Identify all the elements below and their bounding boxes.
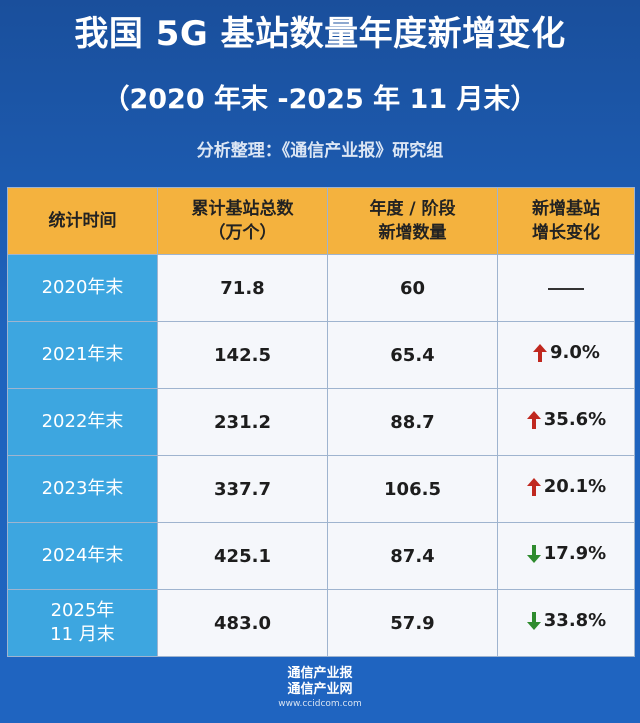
period-label: 2025年 11 月末	[50, 600, 115, 645]
column-header-period: 统计时间	[7, 187, 158, 255]
total-value: 231.2	[214, 411, 271, 433]
cell-change: 33.8%	[497, 589, 635, 657]
total-value: 483.0	[214, 612, 271, 634]
table-row: 2025年 11 月末 483.0 57.9 33.8%	[7, 589, 635, 657]
cell-change: 9.0%	[497, 321, 635, 389]
table-row: 2024年末 425.1 87.4 17.9%	[7, 522, 635, 590]
total-value: 337.7	[214, 478, 271, 500]
cell-added: 60	[327, 254, 498, 322]
total-value: 142.5	[214, 344, 271, 366]
arrow-down-icon	[526, 544, 541, 563]
data-table: 统计时间 累计基站总数 （万个） 年度 / 阶段 新增数量 新增基站 增长变化 …	[7, 187, 635, 657]
cell-added: 88.7	[327, 388, 498, 456]
cell-period: 2023年末	[7, 455, 158, 523]
footer-brand-line2: 通信产业网	[287, 682, 353, 697]
change-value: 9.0%	[550, 342, 600, 364]
period-label: 2022年末	[41, 411, 124, 432]
cell-change: 35.6%	[497, 388, 635, 456]
table-row: 2023年末 337.7 106.5 20.1%	[7, 455, 635, 523]
cell-period: 2022年末	[7, 388, 158, 456]
cell-total: 483.0	[157, 589, 328, 657]
cell-added: 87.4	[327, 522, 498, 590]
period-label: 2020年末	[41, 277, 124, 298]
arrow-up-icon	[533, 343, 548, 362]
cell-total: 425.1	[157, 522, 328, 590]
period-label: 2023年末	[41, 478, 124, 499]
cell-total: 231.2	[157, 388, 328, 456]
period-label: 2024年末	[41, 545, 124, 566]
dash-icon	[548, 287, 584, 290]
footer-brand-line1: 通信产业报	[287, 666, 353, 681]
table-row: 2021年末 142.5 65.4 9.0%	[7, 321, 635, 389]
cell-added: 65.4	[327, 321, 498, 389]
cell-change: 20.1%	[497, 455, 635, 523]
cell-period: 2021年末	[7, 321, 158, 389]
change-value: 17.9%	[543, 543, 607, 565]
change-indicator: 9.0%	[532, 342, 600, 363]
arrow-up-icon	[526, 477, 541, 496]
change-indicator: 17.9%	[526, 543, 606, 564]
cell-period: 2024年末	[7, 522, 158, 590]
change-indicator: 20.1%	[526, 476, 606, 497]
table-row: 2022年末 231.2 88.7 35.6%	[7, 388, 635, 456]
column-header-total-label: 累计基站总数 （万个）	[191, 199, 294, 243]
change-value: 35.6%	[543, 409, 607, 431]
added-value: 106.5	[384, 478, 441, 500]
cell-total: 71.8	[157, 254, 328, 322]
page-title: 我国 5G 基站数量年度新增变化	[74, 14, 566, 54]
column-header-total: 累计基站总数 （万个）	[157, 187, 328, 255]
cell-period: 2020年末	[7, 254, 158, 322]
column-header-change-label: 新增基站 增长变化	[532, 199, 600, 243]
credit-line: 分析整理：《通信产业报》研究组	[196, 141, 444, 161]
added-value: 60	[399, 277, 426, 299]
column-header-added: 年度 / 阶段 新增数量	[327, 187, 498, 255]
footer-logo: 通信产业报 通信产业网 www.ccidcom.com	[0, 666, 640, 710]
arrow-up-icon	[526, 410, 541, 429]
cell-change	[497, 254, 635, 322]
added-value: 57.9	[390, 612, 435, 634]
table-body: 2020年末 71.8 60 2021年末 142.5 65.4 9.0% 2022年末 231…	[7, 254, 635, 657]
change-indicator: 35.6%	[526, 409, 606, 430]
cell-period: 2025年 11 月末	[7, 589, 158, 657]
table-row: 2020年末 71.8 60	[7, 254, 635, 322]
cell-total: 142.5	[157, 321, 328, 389]
change-value: 20.1%	[543, 476, 607, 498]
added-value: 87.4	[390, 545, 435, 567]
page-subtitle: （2020 年末 -2025 年 11 月末）	[102, 84, 538, 115]
table-header-row: 统计时间 累计基站总数 （万个） 年度 / 阶段 新增数量 新增基站 增长变化	[7, 187, 635, 255]
cell-added: 106.5	[327, 455, 498, 523]
added-value: 65.4	[390, 344, 435, 366]
change-indicator: 33.8%	[526, 610, 606, 631]
cell-change: 17.9%	[497, 522, 635, 590]
footer-website: www.ccidcom.com	[278, 699, 362, 709]
column-header-change: 新增基站 增长变化	[497, 187, 635, 255]
column-header-added-label: 年度 / 阶段 新增数量	[369, 199, 456, 243]
total-value: 425.1	[214, 545, 271, 567]
period-label: 2021年末	[41, 344, 124, 365]
cell-added: 57.9	[327, 589, 498, 657]
cell-total: 337.7	[157, 455, 328, 523]
arrow-down-icon	[526, 611, 541, 630]
added-value: 88.7	[390, 411, 435, 433]
total-value: 71.8	[220, 277, 265, 299]
column-header-period-label: 统计时间	[48, 211, 117, 231]
change-value: 33.8%	[543, 610, 607, 632]
